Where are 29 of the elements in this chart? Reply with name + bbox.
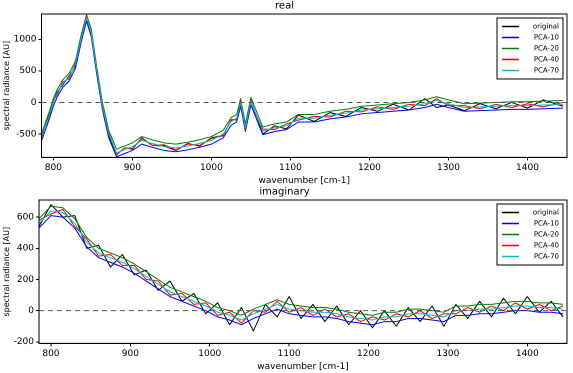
x-axis-title: wavenumber [cm-1] [257,362,349,372]
y-tick-label: -200 [14,337,34,348]
y-tick-label: 600 [16,212,34,222]
y-tick-label: 200 [16,274,34,285]
x-tick-label: 1300 [436,349,460,360]
x-tick-label: 900 [122,349,140,360]
x-tick-label: 1400 [516,349,540,360]
x-tick-label: 800 [44,163,62,174]
x-axis-title: wavenumber [cm-1] [258,176,350,186]
x-tick-label: 1400 [516,163,540,174]
x-tick-label: 1200 [358,163,382,174]
x-tick-label: 800 [42,349,60,360]
chart-title: imaginary [259,186,310,198]
chart-title: real [275,0,294,12]
y-tick-label: -500 [16,129,37,140]
x-tick-label: 1000 [200,163,224,174]
x-tick-label: 1000 [198,349,222,360]
y-tick-label: 400 [16,244,34,254]
y-tick-label: 0 [30,98,37,108]
x-tick-label: 1300 [437,163,460,174]
y-axis-title: spectral radiance [AU] [2,226,11,316]
y-tick-label: 0 [28,306,34,316]
x-tick-label: 900 [124,163,142,174]
y-axis-title: spectral radiance [AU] [2,40,11,130]
x-tick-label: 1200 [357,349,380,360]
x-tick-label: 1100 [278,163,302,174]
x-tick-label: 1100 [278,349,301,360]
y-tick-label: 500 [19,66,37,76]
y-tick-label: 1000 [14,34,37,45]
